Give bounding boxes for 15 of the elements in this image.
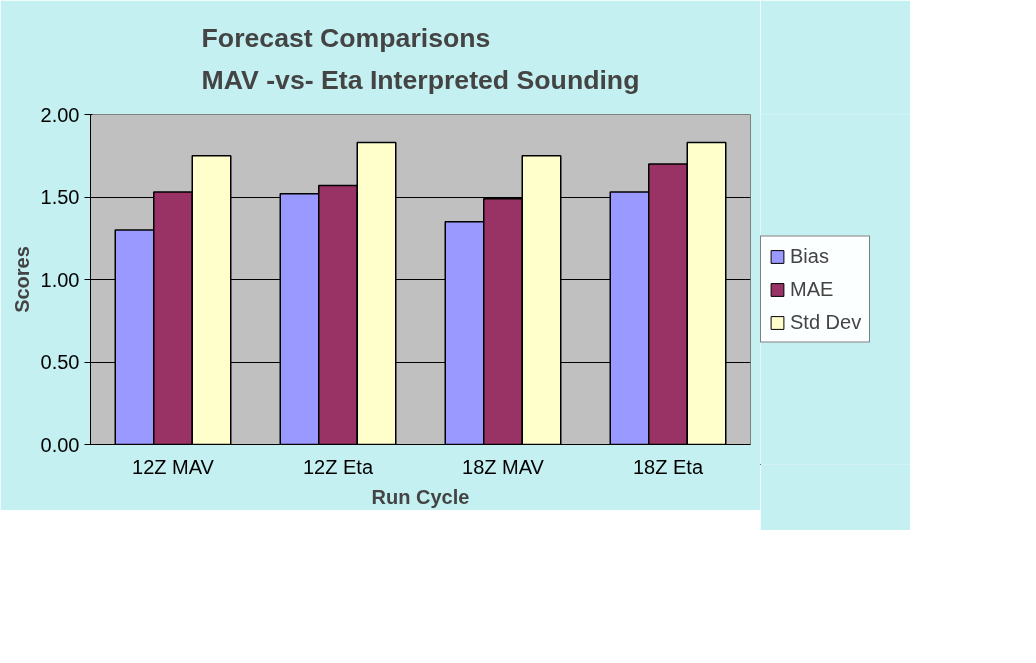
y-tick-label: 2.00 [40, 103, 80, 126]
x-tick-label: 18Z Eta [632, 455, 704, 478]
y-tick-label: 1.50 [40, 186, 80, 208]
legend-label: MAE [790, 277, 834, 301]
y-axis-title: Scores [10, 246, 33, 313]
x-tick-label: 12Z MAV [132, 455, 215, 478]
x-tick-label: 12Z Eta [302, 455, 374, 478]
x-tick-label: 18Z MAV [462, 455, 545, 478]
y-tick-label: 0.00 [40, 433, 80, 456]
y-tick-label: 1.00 [40, 268, 80, 291]
y-tick-label: 0.50 [40, 351, 80, 373]
legend-label: Std Dev [790, 310, 862, 334]
chart-title: Forecast Comparisons MAV -vs- Eta Interpreted Sounding [201, 22, 640, 95]
legend-label: Bias [790, 244, 829, 268]
x-axis-title: Run Cycle [371, 485, 470, 508]
